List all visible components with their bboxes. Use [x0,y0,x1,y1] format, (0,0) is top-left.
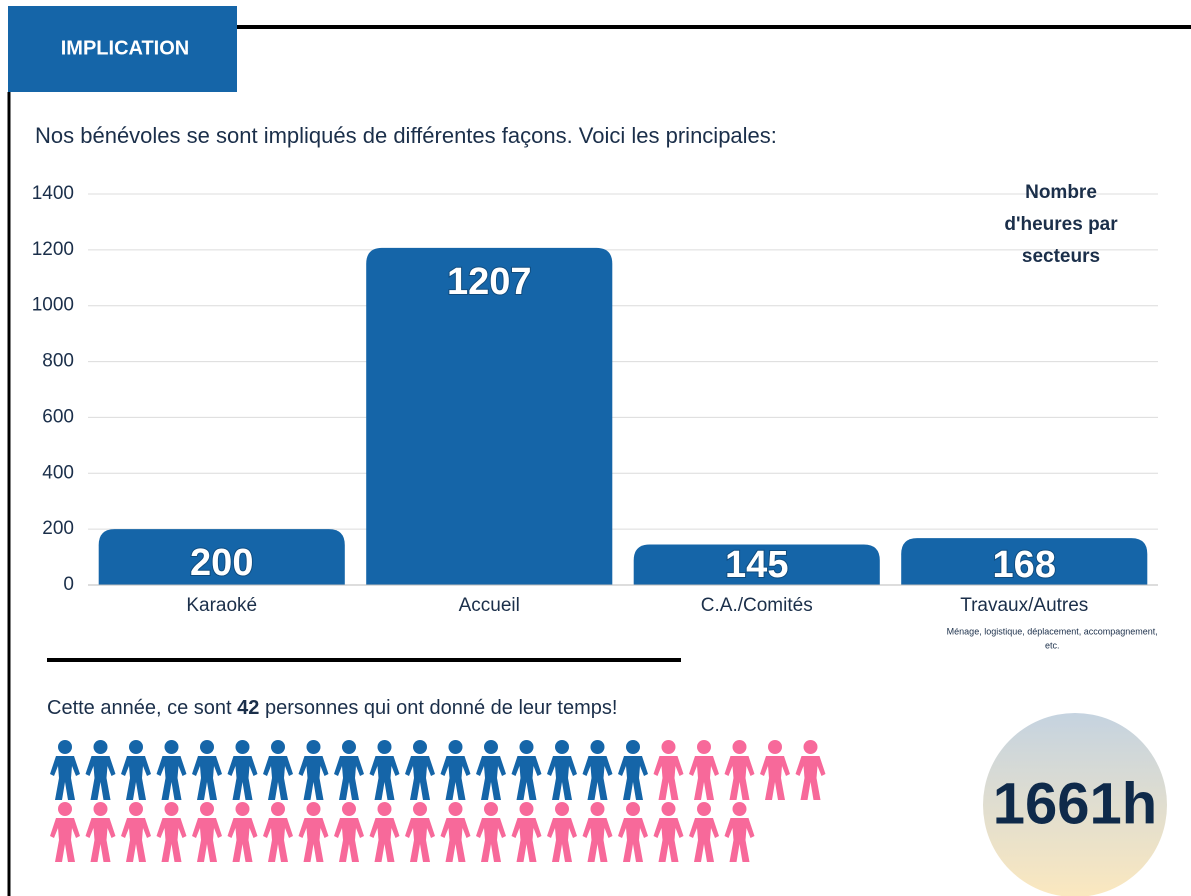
person-icon [511,802,542,862]
people [50,740,826,862]
y-tick-label: 0 [63,574,74,595]
volunteer-text: Cette année, ce sont 42 personnes qui on… [47,697,617,719]
y-tick-label: 1000 [32,295,74,316]
y-tick-label: 200 [42,518,74,539]
bar [366,247,613,585]
person-icon [440,802,471,862]
person-icon [263,740,293,800]
value-label: 1207 [447,261,532,303]
person-icon [511,740,542,800]
chart-title: d'heures par [1004,214,1118,235]
person-icon [298,802,329,862]
person-icon [689,740,719,800]
tab [8,6,237,92]
person-icon [369,740,400,800]
text-part: personnes qui ont donné de leur temps! [259,697,617,719]
person-icon [85,740,116,800]
person-icon [476,802,506,862]
person-icon [689,802,719,862]
person-icon [547,740,577,800]
person-icon [334,802,364,862]
person-icon [263,802,293,862]
text-part: Cette année, ce sont [47,697,237,719]
y-tick-label: 1400 [32,183,74,204]
category-note: Ménage, logistique, déplacement, accompa… [947,626,1158,636]
person-icon [618,740,648,800]
value-label: 168 [993,544,1056,586]
person-icon [121,740,151,800]
person-icon [85,802,116,862]
person-icon [760,740,790,800]
person-icon [156,802,187,862]
person-icon [724,802,755,862]
person-icon [334,740,364,800]
person-icon [724,740,755,800]
value-label: 200 [190,542,253,584]
person-icon [227,740,258,800]
intro: Nos bénévoles se sont impliqués de diffé… [35,123,777,148]
bar [633,544,880,585]
y-tick-label: 600 [42,406,74,427]
chart-title: secteurs [1022,246,1100,267]
person-icon [618,802,648,862]
person-icon [405,740,435,800]
chart-title: Nombre [1025,182,1097,203]
x-tick-label: C.A./Comités [701,595,813,616]
person-icon [50,740,80,800]
bar [901,538,1148,585]
value-label: 145 [725,544,788,586]
x-tick-label: Travaux/Autres [960,595,1088,616]
person-icon [440,740,471,800]
y-tick-label: 800 [42,351,74,372]
person-icon [476,740,506,800]
person-icon [582,802,613,862]
total-circle [983,713,1167,896]
person-icon [298,740,329,800]
category-note: etc. [1045,640,1060,650]
person-icon [369,802,400,862]
person-icon [192,802,222,862]
person-icon [227,802,258,862]
x-tick-label: Accueil [459,595,520,616]
person-icon [192,740,222,800]
person-icon [653,802,684,862]
person-icon [582,740,613,800]
y-tick-label: 400 [42,462,74,483]
person-icon [653,740,684,800]
person-icon [121,802,151,862]
tab-label: IMPLICATION [61,37,190,59]
person-icon [547,802,577,862]
total-label: 1661h [993,771,1157,836]
y-tick-label: 1200 [32,239,74,260]
person-icon [795,740,826,800]
person-icon [405,802,435,862]
person-icon [156,740,187,800]
person-icon [50,802,80,862]
x-tick-label: Karaoké [186,595,257,616]
bar [98,529,345,585]
chart: 0 200 400 600 800 1000 1200 1400 Nombre d'heures … [32,182,1158,650]
count: 42 [237,697,259,719]
